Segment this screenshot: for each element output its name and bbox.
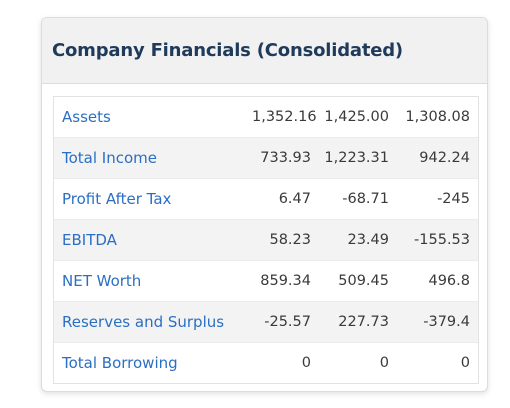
table-row: Reserves and Surplus -25.57 227.73 -379.…: [54, 301, 478, 342]
table-cell: 227.73: [338, 314, 389, 330]
table-row: Assets 1,352.16 1,425.00 1,308.08: [54, 97, 478, 137]
table-cell: 1,308.08: [405, 109, 470, 125]
table-cell: -25.57: [264, 314, 311, 330]
table-row: Total Borrowing 0 0 0: [54, 342, 478, 383]
table-cell: 733.93: [260, 150, 311, 166]
table-cell: 496.8: [428, 273, 470, 289]
table-row: Profit After Tax 6.47 -68.71 -245: [54, 178, 478, 219]
table-cell: 942.24: [419, 150, 470, 166]
card-header: Company Financials (Consolidated): [42, 18, 487, 84]
table-cell: -155.53: [414, 232, 470, 248]
financials-card: Company Financials (Consolidated) Assets…: [41, 17, 488, 392]
table-cell: -245: [437, 191, 470, 207]
table-cell: 509.45: [338, 273, 389, 289]
row-label-total-income[interactable]: Total Income: [62, 149, 157, 167]
table-cell: 1,425.00: [324, 109, 389, 125]
financials-table: Assets 1,352.16 1,425.00 1,308.08 Total …: [53, 96, 479, 384]
table-cell: 0: [379, 355, 389, 371]
table-row: Total Income 733.93 1,223.31 942.24: [54, 137, 478, 178]
table-cell: 1,352.16: [252, 109, 317, 125]
table-row: EBITDA 58.23 23.49 -155.53: [54, 219, 478, 260]
table-cell: 6.47: [278, 191, 311, 207]
table-cell: -379.4: [423, 314, 470, 330]
table-cell: 0: [301, 355, 311, 371]
table-cell: 1,223.31: [324, 150, 389, 166]
table-cell: 23.49: [347, 232, 389, 248]
card-title: Company Financials (Consolidated): [52, 40, 403, 61]
row-label-profit-after-tax[interactable]: Profit After Tax: [62, 190, 172, 208]
table-cell: 58.23: [269, 232, 311, 248]
row-label-reserves-and-surplus[interactable]: Reserves and Surplus: [62, 313, 225, 331]
row-label-ebitda[interactable]: EBITDA: [62, 231, 117, 249]
row-label-net-worth[interactable]: NET Worth: [62, 272, 142, 290]
table-cell: -68.71: [342, 191, 389, 207]
table-cell: 859.34: [260, 273, 311, 289]
row-label-total-borrowing[interactable]: Total Borrowing: [62, 354, 178, 372]
table-cell: 0: [460, 355, 470, 371]
row-label-assets[interactable]: Assets: [62, 108, 111, 126]
table-row: NET Worth 859.34 509.45 496.8: [54, 260, 478, 301]
